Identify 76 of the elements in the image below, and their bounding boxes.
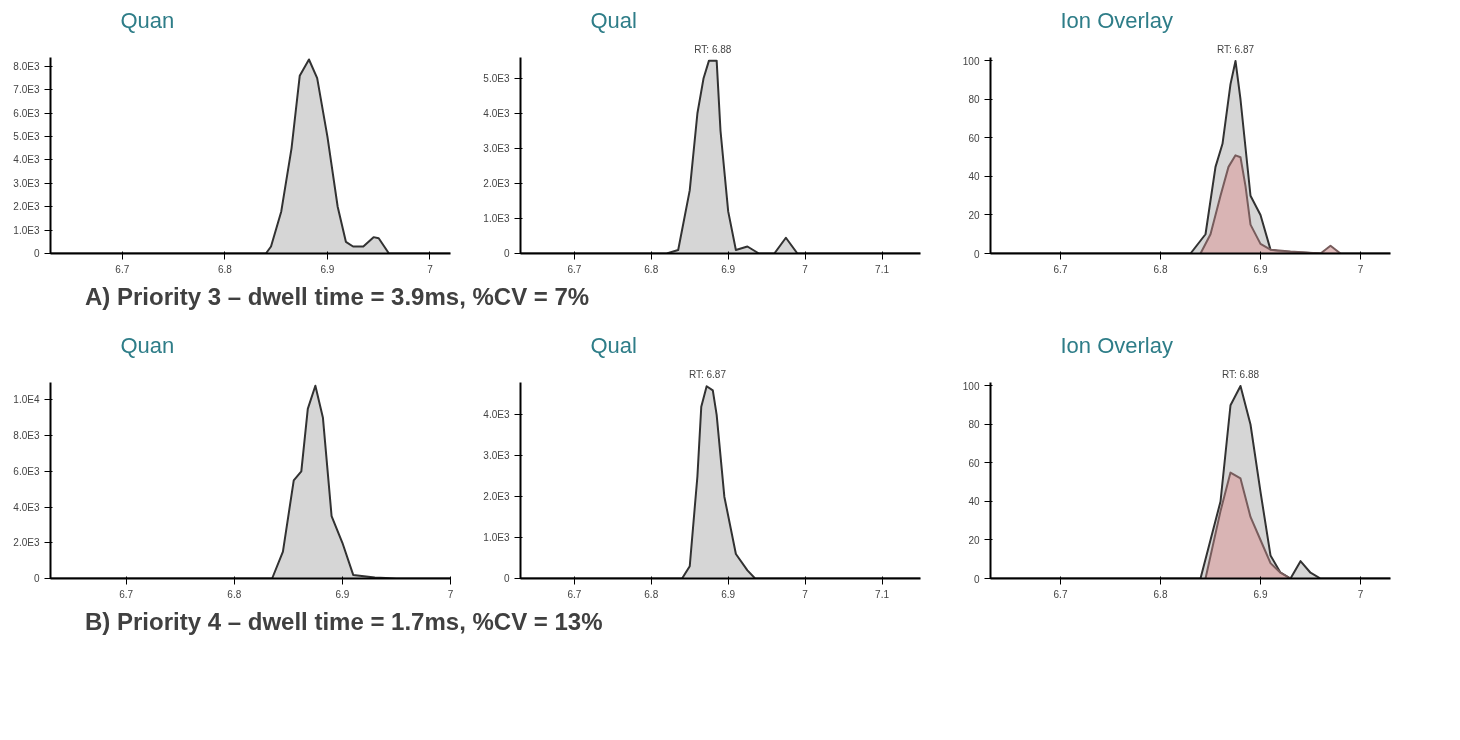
x-tick-label: 6.9 xyxy=(721,588,736,600)
x-tick-label: 7 xyxy=(802,588,809,600)
x-tick-label: 6.8 xyxy=(644,588,659,600)
y-tick-label: 0 xyxy=(33,573,40,584)
y-tick-label: 60 xyxy=(968,132,980,144)
x-tick-label: 6.9 xyxy=(335,588,350,600)
x-tick-label: 7.1 xyxy=(875,588,890,600)
y-tick-label: 3.0E3 xyxy=(13,177,40,189)
y-tick-label: 4.0E3 xyxy=(483,107,510,119)
x-tick-label: 7 xyxy=(427,263,434,275)
y-tick-label: 3.0E3 xyxy=(483,450,510,462)
x-tick-label: 7 xyxy=(802,263,809,275)
x-tick-label: 6.7 xyxy=(115,263,130,275)
y-tick-label: 8.0E3 xyxy=(13,60,40,72)
y-tick-label: 80 xyxy=(968,94,980,106)
x-tick-label: 6.8 xyxy=(227,588,242,600)
x-tick-label: 6.7 xyxy=(1053,263,1068,275)
x-tick-label: 6.8 xyxy=(1153,263,1168,275)
y-tick-label: 2.0E3 xyxy=(483,491,510,503)
y-tick-label: 0 xyxy=(33,248,40,259)
x-tick-label: 6.7 xyxy=(567,588,582,600)
chart-title: Quan xyxy=(120,332,175,358)
x-tick-label: 7 xyxy=(447,588,454,600)
x-tick-label: 6.8 xyxy=(1153,588,1168,600)
y-tick-label: 100 xyxy=(962,55,980,67)
y-tick-label: 60 xyxy=(968,457,980,469)
y-tick-label: 2.0E3 xyxy=(483,177,510,189)
y-tick-label: 1.0E3 xyxy=(483,532,510,544)
y-tick-label: 40 xyxy=(968,171,980,183)
chart-title: Ion Overlay xyxy=(1060,332,1173,358)
y-tick-label: 6.0E3 xyxy=(13,465,40,477)
x-tick-label: 6.9 xyxy=(1253,263,1268,275)
x-tick-label: 6.9 xyxy=(1253,588,1268,600)
x-tick-label: 6.7 xyxy=(567,263,582,275)
y-tick-label: 5.0E3 xyxy=(483,72,510,84)
y-tick-label: 4.0E3 xyxy=(13,501,40,513)
x-tick-label: 7 xyxy=(1357,588,1364,600)
y-tick-label: 6.0E3 xyxy=(13,107,40,119)
y-tick-label: 5.0E3 xyxy=(13,131,40,143)
y-tick-label: 4.0E3 xyxy=(13,154,40,166)
x-tick-label: 6.7 xyxy=(119,588,134,600)
chart-title: Qual xyxy=(590,332,637,358)
x-tick-label: 6.9 xyxy=(721,263,736,275)
y-tick-label: 2.0E3 xyxy=(13,537,40,549)
y-tick-label: 0 xyxy=(973,248,980,260)
y-tick-label: 4.0E3 xyxy=(483,409,510,421)
chart-title: Qual xyxy=(590,7,637,33)
x-tick-label: 6.8 xyxy=(217,263,233,275)
annotation: RT: 6.87 xyxy=(1216,43,1255,55)
y-tick-label: 8.0E3 xyxy=(13,430,40,442)
text: A) Priority 3 – dwell time = 3.9ms, %CV = 7% xyxy=(85,282,590,312)
chart-title: Quan xyxy=(120,7,175,33)
y-tick-label: 0 xyxy=(503,248,510,259)
annotation: RT: 6.87 xyxy=(688,369,727,381)
y-tick-label: 100 xyxy=(962,380,980,392)
x-tick-label: 6.8 xyxy=(644,263,659,275)
y-tick-label: 7.0E3 xyxy=(13,84,40,96)
y-tick-label: 1.0E4 xyxy=(13,394,40,406)
annotation: RT: 6.88 xyxy=(694,43,732,55)
y-tick-label: 20 xyxy=(968,210,980,221)
x-tick-label: 6.7 xyxy=(1053,588,1068,600)
y-tick-label: 3.0E3 xyxy=(483,142,510,154)
x-tick-label: 7.1 xyxy=(875,263,890,275)
y-tick-label: 0 xyxy=(503,573,510,584)
y-tick-label: 2.0E3 xyxy=(13,201,40,213)
y-tick-label: 0 xyxy=(973,573,980,585)
y-tick-label: 1.0E3 xyxy=(483,212,510,224)
text: B) Priority 4 – dwell time = 1.7ms, %CV = 13% xyxy=(85,607,603,637)
x-tick-label: 7 xyxy=(1357,263,1364,275)
annotation: RT: 6.88 xyxy=(1221,368,1260,380)
y-tick-label: 20 xyxy=(968,535,980,546)
chart-title: Ion Overlay xyxy=(1060,7,1173,33)
y-tick-label: 40 xyxy=(968,496,980,508)
y-tick-label: 80 xyxy=(968,419,980,431)
y-tick-label: 1.0E3 xyxy=(13,224,40,236)
x-tick-label: 6.9 xyxy=(320,263,335,275)
